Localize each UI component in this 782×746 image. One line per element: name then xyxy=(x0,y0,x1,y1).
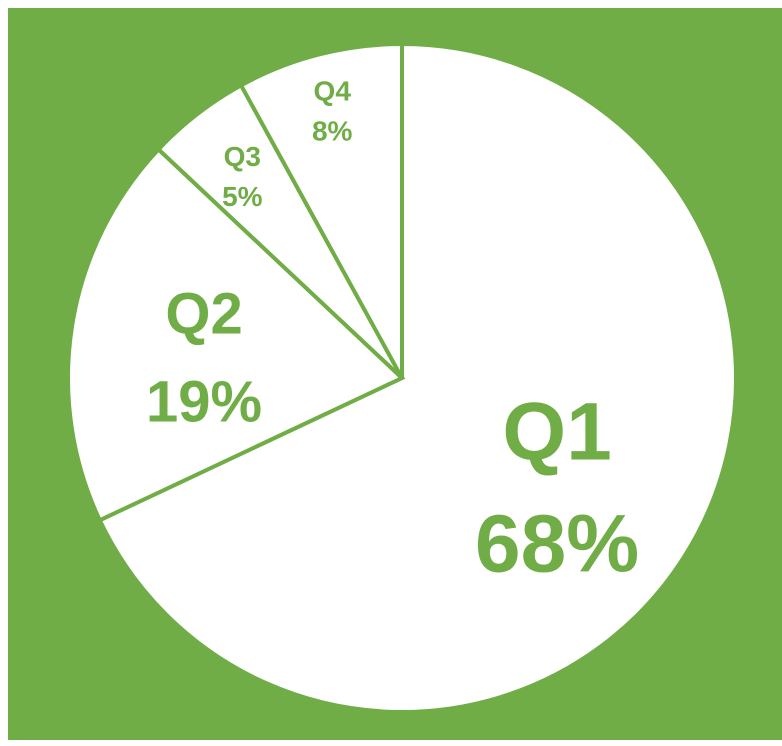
pie-slice-q1 xyxy=(97,41,738,714)
category-label-q3: Q3 xyxy=(224,141,261,172)
pie-slice-q4 xyxy=(238,41,404,379)
pie-slice-q2 xyxy=(66,146,406,523)
value-label-q1: 68% xyxy=(475,499,639,590)
value-label-q3: 5% xyxy=(222,181,263,212)
pie-slices xyxy=(66,41,738,714)
value-label-q2: 19% xyxy=(146,369,262,434)
slice-labels: Q1 68% Q2 19% Q3 5% Q4 8% xyxy=(146,75,639,589)
category-label-q4: Q4 xyxy=(314,75,352,106)
category-label-q1: Q1 xyxy=(502,387,611,478)
pie-chart: Q1 68% Q2 19% Q3 5% Q4 8% xyxy=(8,8,782,740)
category-label-q2: Q2 xyxy=(165,281,242,346)
chart-frame: Q1 68% Q2 19% Q3 5% Q4 8% xyxy=(8,8,782,740)
value-label-q4: 8% xyxy=(312,115,353,146)
